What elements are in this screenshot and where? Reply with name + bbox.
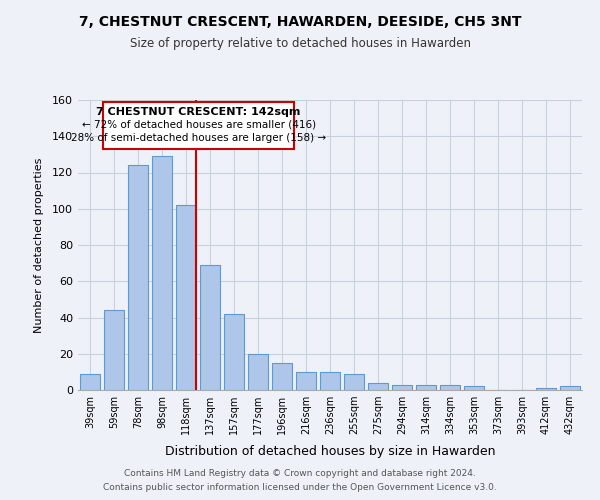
FancyBboxPatch shape: [103, 102, 294, 149]
Bar: [80, 374, 100, 390]
Bar: [224, 314, 244, 390]
Bar: [176, 205, 196, 390]
X-axis label: Distribution of detached houses by size in Hawarden: Distribution of detached houses by size …: [165, 446, 495, 458]
Text: ← 72% of detached houses are smaller (416): ← 72% of detached houses are smaller (41…: [82, 120, 316, 130]
Text: 7 CHESTNUT CRESCENT: 142sqm: 7 CHESTNUT CRESCENT: 142sqm: [97, 108, 301, 118]
Bar: [416, 384, 436, 390]
Bar: [200, 265, 220, 390]
Bar: [560, 386, 580, 390]
Bar: [368, 383, 388, 390]
Bar: [536, 388, 556, 390]
Bar: [152, 156, 172, 390]
Text: Size of property relative to detached houses in Hawarden: Size of property relative to detached ho…: [130, 38, 470, 51]
Bar: [104, 310, 124, 390]
Text: Contains HM Land Registry data © Crown copyright and database right 2024.: Contains HM Land Registry data © Crown c…: [124, 468, 476, 477]
Y-axis label: Number of detached properties: Number of detached properties: [34, 158, 44, 332]
Bar: [296, 372, 316, 390]
Text: 7, CHESTNUT CRESCENT, HAWARDEN, DEESIDE, CH5 3NT: 7, CHESTNUT CRESCENT, HAWARDEN, DEESIDE,…: [79, 15, 521, 29]
Bar: [248, 354, 268, 390]
Bar: [320, 372, 340, 390]
Bar: [344, 374, 364, 390]
Bar: [128, 165, 148, 390]
Bar: [272, 363, 292, 390]
Bar: [392, 384, 412, 390]
Bar: [464, 386, 484, 390]
Text: 28% of semi-detached houses are larger (158) →: 28% of semi-detached houses are larger (…: [71, 132, 326, 142]
Text: Contains public sector information licensed under the Open Government Licence v3: Contains public sector information licen…: [103, 484, 497, 492]
Bar: [440, 384, 460, 390]
